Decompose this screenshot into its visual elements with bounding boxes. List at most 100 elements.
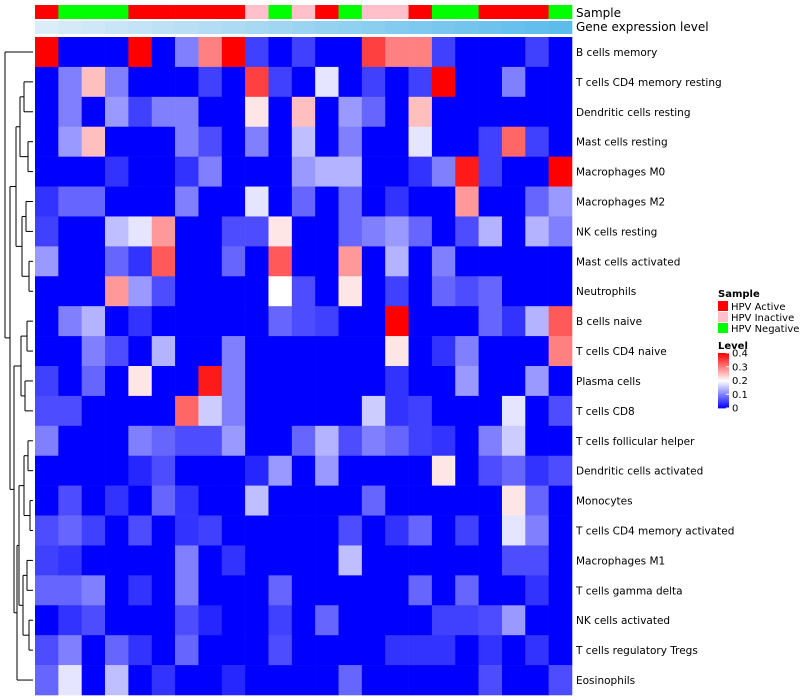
heatmap-cell	[455, 66, 479, 98]
heatmap-cell	[291, 425, 316, 457]
heatmap-cell	[151, 515, 176, 546]
legend-tick-label: 0.2	[732, 376, 748, 387]
heatmap-cell	[431, 605, 456, 636]
heatmap-cell	[81, 336, 106, 367]
heatmap-cell	[81, 66, 106, 98]
heatmap-cell	[245, 455, 269, 486]
heatmap-cell	[361, 665, 386, 696]
heatmap-cell	[245, 246, 269, 277]
heatmap-cell	[525, 575, 549, 606]
heatmap-cell	[35, 37, 59, 68]
heatmap-cell	[175, 545, 199, 576]
heatmap-cell	[175, 485, 199, 516]
heatmap-cell	[175, 246, 199, 277]
heatmap-cell	[315, 156, 339, 187]
legend-gradient-step	[718, 354, 729, 357]
heatmap-cell	[291, 96, 316, 128]
heatmap-cell	[58, 66, 82, 98]
heatmap-cell	[221, 395, 246, 427]
heatmap-cell	[198, 246, 223, 277]
heatmap-cell	[221, 455, 246, 486]
gene-expression-annotation-cell	[105, 21, 129, 34]
heatmap-cell	[268, 66, 293, 98]
heatmap-cell	[501, 395, 526, 427]
heatmap-cell	[291, 126, 316, 157]
heatmap-cell	[478, 126, 503, 157]
sample-annotation-cell	[105, 5, 129, 19]
heatmap-cell	[245, 635, 269, 666]
heatmap-cell	[128, 366, 153, 397]
row-label: Dendritic cells activated	[576, 466, 703, 478]
heatmap-cell	[151, 37, 176, 68]
heatmap-cell	[385, 96, 409, 128]
sample-annotation-cell	[35, 5, 59, 19]
heatmap-cell	[431, 126, 456, 157]
heatmap-cell	[338, 485, 363, 516]
heatmap-cell	[361, 186, 386, 217]
heatmap-cell	[455, 455, 479, 486]
heatmap-cell	[548, 665, 573, 696]
heatmap-cell	[268, 246, 293, 277]
heatmap-cell	[408, 306, 433, 337]
heatmap-cell	[105, 306, 129, 337]
heatmap-cell	[385, 665, 409, 696]
heatmap-cell	[408, 635, 433, 666]
heatmap-cell	[431, 515, 456, 546]
heatmap-cell	[221, 186, 246, 217]
heatmap-cell	[221, 276, 246, 307]
heatmap-cell	[105, 246, 129, 277]
heatmap-cell	[408, 485, 433, 516]
heatmap-cell	[245, 336, 269, 367]
heatmap-cell	[128, 425, 153, 457]
heatmap-cell	[175, 395, 199, 427]
heatmap-cell	[175, 96, 199, 128]
heatmap-cell	[548, 156, 573, 187]
legend-gradient-step	[718, 407, 729, 409]
legend-gradient-step	[718, 370, 729, 372]
sample-annotation-cell	[525, 5, 549, 19]
heatmap-cell	[408, 665, 433, 696]
heatmap-cell	[338, 216, 363, 247]
heatmap-cell	[361, 575, 386, 606]
heatmap-cell	[431, 96, 456, 128]
legend-gradient-step	[718, 375, 729, 377]
heatmap-cell	[268, 186, 293, 217]
legend-gradient-step	[718, 381, 729, 383]
heatmap-cell	[548, 37, 573, 68]
heatmap-cell	[338, 575, 363, 606]
heatmap-cell	[385, 306, 409, 337]
heatmap-cell	[548, 545, 573, 576]
heatmap-cell	[455, 366, 479, 397]
heatmap-cell	[548, 216, 573, 247]
sample-annotation-cell	[128, 5, 153, 19]
heatmap-cell	[151, 306, 176, 337]
heatmap-cell	[151, 605, 176, 636]
heatmap-cell	[315, 66, 339, 98]
heatmap-cell	[385, 216, 409, 247]
row-label: T cells gamma delta	[575, 585, 683, 597]
heatmap-cell	[478, 605, 503, 636]
heatmap-cell	[548, 455, 573, 486]
row-labels: B cells memory T cells CD4 memory resting…	[575, 47, 734, 687]
heatmap-cell	[35, 545, 59, 576]
heatmap-cell	[128, 665, 153, 696]
heatmap-cell	[338, 665, 363, 696]
heatmap-cell	[151, 635, 176, 666]
sample-annotation-cell	[408, 5, 433, 19]
heatmap-cell	[525, 395, 549, 427]
legend-gradient-step	[718, 371, 729, 373]
heatmap-cell	[198, 37, 223, 68]
heatmap-cell	[81, 455, 106, 486]
heatmap-cell	[151, 216, 176, 247]
legend-gradient-step	[718, 399, 729, 402]
heatmap-cell	[548, 336, 573, 367]
heatmap-cell	[198, 545, 223, 576]
gene-expression-annotation-cell	[221, 21, 246, 34]
heatmap-cell	[525, 485, 549, 516]
heatmap-cell	[81, 545, 106, 576]
heatmap-cell	[291, 306, 316, 337]
heatmap-cell	[35, 395, 59, 427]
heatmap-cell	[548, 515, 573, 546]
heatmap-cell	[175, 156, 199, 187]
heatmap-cell	[151, 665, 176, 696]
